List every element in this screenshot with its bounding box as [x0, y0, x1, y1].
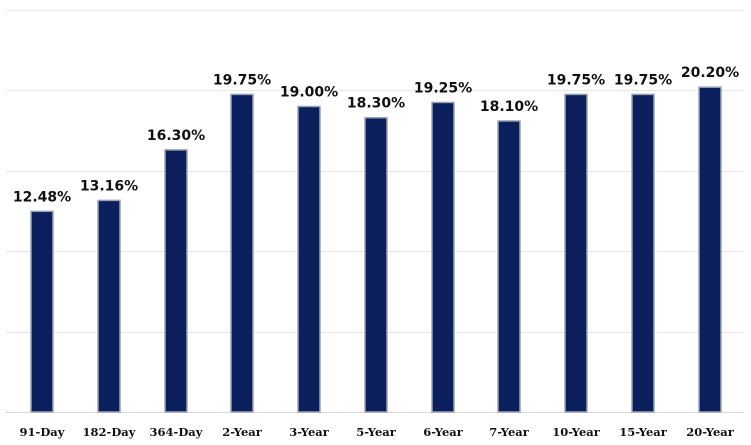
x-tick-label-3-year: 3-Year: [289, 425, 329, 439]
data-label-20-year: 20.20%: [681, 65, 739, 81]
bar-91-day: [30, 210, 54, 413]
x-tick-label-5-year: 5-Year: [356, 425, 396, 439]
x-tick-label-2-year: 2-Year: [222, 425, 262, 439]
x-tick-label-10-year: 10-Year: [552, 425, 600, 439]
bar-7-year: [497, 120, 521, 413]
bar-2-year: [230, 93, 254, 413]
x-tick-label-182-day: 182-Day: [83, 425, 136, 439]
data-label-91-day: 12.48%: [13, 189, 71, 205]
data-label-7-year: 18.10%: [480, 99, 538, 115]
bar-15-year: [631, 93, 655, 413]
x-tick-label-364-day: 364-Day: [150, 425, 203, 439]
x-axis-tick-labels: 91-Day 182-Day 364-Day 2-Year 3-Year 5-Year 6-…: [20, 425, 735, 439]
data-label-364-day: 16.30%: [147, 128, 205, 144]
bar-364-day: [164, 149, 188, 413]
data-label-5-year: 18.30%: [347, 96, 405, 112]
data-label-15-year: 19.75%: [614, 72, 672, 88]
bar-6-year: [431, 101, 455, 413]
x-tick-label-15-year: 15-Year: [619, 425, 667, 439]
data-label-182-day: 13.16%: [80, 178, 138, 194]
bar-series: [30, 86, 722, 413]
data-label-10-year: 19.75%: [547, 72, 605, 88]
bar-3-year: [297, 105, 321, 413]
x-tick-label-20-year: 20-Year: [686, 425, 734, 439]
data-labels: 12.48% 13.16% 16.30% 19.75% 19.00% 18.30% 19.2…: [13, 65, 739, 205]
data-label-2-year: 19.75%: [213, 72, 271, 88]
x-tick-label-6-year: 6-Year: [423, 425, 463, 439]
bar-182-day: [97, 199, 121, 413]
bar-5-year: [364, 116, 388, 413]
data-label-3-year: 19.00%: [280, 84, 338, 100]
x-tick-label-91-day: 91-Day: [20, 425, 65, 439]
data-label-6-year: 19.25%: [414, 80, 472, 96]
bar-20-year: [698, 86, 722, 413]
bar-10-year: [564, 93, 588, 413]
x-tick-label-7-year: 7-Year: [489, 425, 529, 439]
